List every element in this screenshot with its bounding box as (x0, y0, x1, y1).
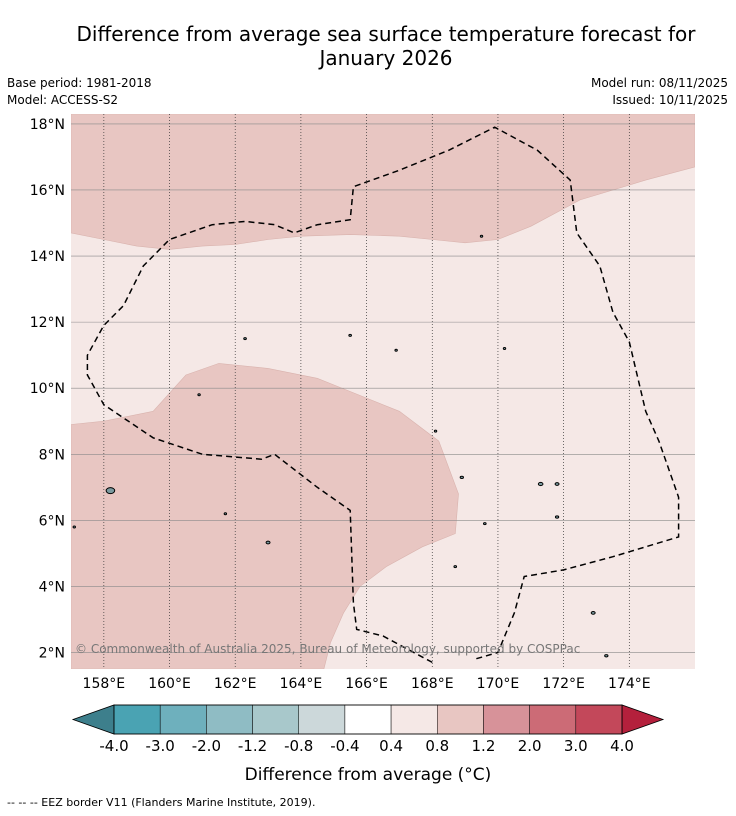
lon-tick-label: 166°E (345, 676, 388, 692)
island-o (197, 393, 201, 397)
lon-tick-label: 158°E (83, 676, 126, 692)
island-k (554, 515, 560, 519)
lat-tick-label: 4°N (39, 579, 65, 595)
island-p (502, 347, 507, 351)
colorbar-extend-low (71, 704, 115, 735)
lat-tick-label: 2°N (39, 645, 65, 661)
island-a (105, 487, 116, 495)
lon-tick-label: 168°E (411, 676, 454, 692)
colorbar: -4.0 -3.0 -2.0 -1.2 -0.8 -0.4 0.4 0.8 1.2 2.0 3.0 4… (71, 704, 665, 755)
title-line-2: January 2026 (319, 46, 453, 70)
issued-date: Issued: 10/11/2025 (612, 93, 728, 107)
island-j (554, 482, 560, 486)
lon-tick-label: 174°E (608, 676, 651, 692)
longitude-labels: 158°E 160°E 162°E 164°E 166°E 168°E 170°E 172°E… (83, 676, 651, 692)
island-e (394, 348, 398, 352)
colorbar-tick-label: 2.0 (518, 737, 542, 755)
colorbar-tick-label: 1.2 (472, 737, 496, 755)
colorbar-label: Difference from average (°C) (245, 765, 492, 785)
latitude-labels: 18°N 16°N 14°N 12°N 10°N 8°N 6°N 4°N 2°N (30, 117, 65, 662)
chart-title: Difference from average sea surface temp… (0, 22, 736, 70)
region-anomaly-0.8-to-1.2-north (71, 114, 695, 250)
region-anomaly-0.8-to-1.2-south (71, 363, 459, 669)
colorbar-swatch (113, 704, 161, 735)
colorbar-tick-label: 0.4 (379, 737, 403, 755)
anomaly-regions (71, 114, 695, 669)
lat-tick-label: 18°N (30, 117, 65, 133)
colorbar-swatch (298, 704, 346, 735)
eez-border-layer (86, 126, 680, 664)
colorbar-extend-high (621, 704, 665, 735)
island-h (453, 565, 458, 569)
model-run: Model run: 08/11/2025 (590, 76, 728, 90)
meta-right: Model run: 08/11/2025 Issued: 10/11/2025 (591, 75, 728, 109)
colorbar-tick-label: -2.0 (192, 737, 221, 755)
island-g (482, 522, 487, 526)
island-q (433, 429, 438, 433)
model-name: Model: ACCESS-S2 (7, 93, 119, 107)
colorbar-tick-label: -0.4 (330, 737, 359, 755)
island-i (537, 481, 544, 487)
colorbar-swatch (159, 704, 207, 735)
eez-border (86, 126, 680, 664)
island-f (459, 475, 464, 480)
lon-tick-label: 162°E (214, 676, 257, 692)
colorbar-tick-label: 4.0 (610, 737, 634, 755)
island-m (604, 654, 609, 658)
lat-tick-label: 10°N (30, 381, 65, 397)
lat-tick-label: 12°N (30, 315, 65, 331)
island-r (223, 512, 228, 516)
graticule (71, 114, 695, 669)
colorbar-tick-label: -0.8 (284, 737, 313, 755)
colorbar-swatch (575, 704, 623, 735)
lat-tick-label: 14°N (30, 249, 65, 265)
colorbar-frame (113, 704, 623, 735)
colorbar-swatch (483, 704, 530, 735)
island-l (590, 610, 596, 615)
lon-tick-label: 164°E (280, 676, 323, 692)
lon-tick-label: 170°E (477, 676, 520, 692)
lat-tick-label: 16°N (30, 183, 65, 199)
eez-footnote: -- -- -- EEZ border V11 (Flanders Marine… (7, 796, 316, 809)
colorbar-tick-label: -1.2 (238, 737, 267, 755)
colorbar-tick-label: -3.0 (146, 737, 175, 755)
island-n (479, 234, 484, 238)
colorbar-swatch (344, 704, 392, 735)
island-s (72, 525, 76, 529)
meta-left: Base period: 1981-2018 Model: ACCESS-S2 (7, 75, 152, 109)
lon-tick-label: 160°E (148, 676, 191, 692)
colorbar-swatch (390, 704, 438, 735)
islands-layer (72, 234, 609, 658)
island-c (243, 337, 247, 341)
island-d (348, 333, 352, 337)
colorbar-swatch (252, 704, 299, 735)
base-period: Base period: 1981-2018 (7, 76, 152, 90)
lat-tick-label: 6°N (39, 513, 65, 529)
lon-tick-label: 172°E (542, 676, 585, 692)
colorbar-tick-label: 0.8 (425, 737, 449, 755)
lat-tick-label: 8°N (39, 447, 65, 463)
copyright-notice: © Commonwealth of Australia 2025, Bureau… (75, 642, 580, 656)
colorbar-swatch (206, 704, 253, 735)
title-line-1: Difference from average sea surface temp… (76, 22, 696, 46)
island-b (265, 540, 271, 545)
colorbar-swatch (529, 704, 577, 735)
colorbar-tick-label: 3.0 (564, 737, 588, 755)
colorbar-swatch (437, 704, 484, 735)
colorbar-tick-label: -4.0 (99, 737, 128, 755)
